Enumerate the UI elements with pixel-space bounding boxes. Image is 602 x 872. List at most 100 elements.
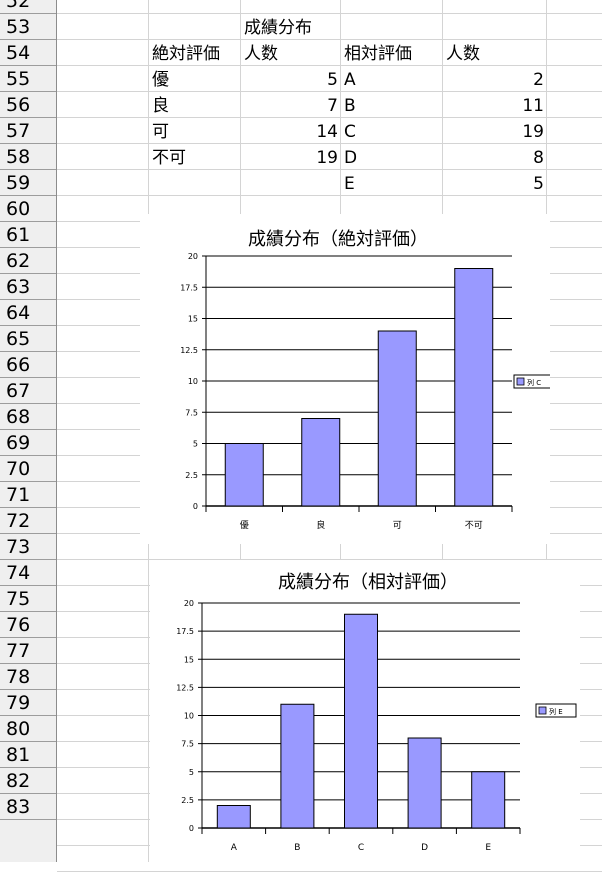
y-tick-label: 17.5 (176, 627, 194, 636)
row-header[interactable]: 78 (0, 664, 56, 690)
x-tick-label: 可 (393, 520, 402, 531)
row-header[interactable]: 54 (0, 40, 56, 66)
bar (301, 418, 341, 507)
row-header[interactable]: 72 (0, 508, 56, 534)
row-header[interactable]: 55 (0, 66, 56, 92)
abs-grade-header-cell[interactable]: 絶対評価 (152, 44, 220, 64)
y-tick-label: 2.5 (181, 796, 194, 805)
row-header[interactable]: 77 (0, 638, 56, 664)
row-header[interactable]: 76 (0, 612, 56, 638)
row-header[interactable]: 65 (0, 326, 56, 352)
row-header[interactable]: 68 (0, 404, 56, 430)
y-tick-label: 2.5 (185, 471, 198, 480)
y-tick-label: 15 (184, 655, 194, 664)
abs-count-cell[interactable]: 14 (316, 122, 338, 142)
row-header[interactable]: 60 (0, 196, 56, 222)
rel-count-cell[interactable]: 2 (533, 70, 544, 90)
row-header[interactable]: 74 (0, 560, 56, 586)
abs-count-cell[interactable]: 7 (327, 96, 338, 116)
row-header[interactable]: 57 (0, 118, 56, 144)
x-tick-label: D (421, 843, 428, 853)
rel-count-header-cell[interactable]: 人数 (446, 44, 480, 64)
y-tick-label: 12.5 (180, 346, 198, 355)
row-header[interactable]: 63 (0, 274, 56, 300)
rel-grade-header-cell[interactable]: 相対評価 (344, 44, 412, 64)
rel-grade-cell[interactable]: D (344, 148, 358, 168)
x-tick-label: C (358, 843, 364, 853)
row-header[interactable]: 75 (0, 586, 56, 612)
row-header[interactable]: 82 (0, 768, 56, 794)
x-tick-label: A (231, 843, 238, 853)
row-header[interactable]: 69 (0, 430, 56, 456)
rel-grade-cell[interactable]: C (344, 122, 356, 142)
rel-grade-cell[interactable]: B (344, 96, 356, 116)
y-tick-label: 5 (189, 768, 194, 777)
row-header[interactable]: 83 (0, 794, 56, 820)
row-header[interactable]: 62 (0, 248, 56, 274)
bar (471, 771, 506, 829)
rel-grade-cell[interactable]: E (344, 174, 355, 194)
abs-grade-cell[interactable]: 不可 (152, 148, 186, 168)
y-tick-label: 5 (193, 440, 198, 449)
row-divider (57, 195, 602, 196)
bar (344, 613, 378, 829)
y-tick-label: 0 (193, 502, 198, 511)
row-header[interactable]: 56 (0, 92, 56, 118)
rel-grade-cell[interactable]: A (344, 70, 356, 90)
rel-count-cell[interactable]: 8 (533, 148, 544, 168)
y-tick-label: 7.5 (181, 740, 194, 749)
row-divider (57, 559, 602, 560)
rel-count-cell[interactable]: 11 (522, 96, 544, 116)
abs-count-cell[interactable]: 19 (316, 148, 338, 168)
row-header[interactable]: 52 (0, 0, 56, 14)
abs-count-header-cell[interactable]: 人数 (244, 44, 278, 64)
row-header[interactable]: 71 (0, 482, 56, 508)
x-tick-label: B (294, 843, 300, 853)
row-header[interactable]: 66 (0, 352, 56, 378)
y-tick-label: 7.5 (185, 408, 198, 417)
y-tick-label: 15 (188, 315, 198, 324)
row-headers: 52 53 54 55 56 57 58 59 60 61 62 63 64 6… (0, 0, 57, 862)
y-tick-label: 17.5 (180, 283, 198, 292)
row-divider (57, 169, 602, 170)
row-divider (57, 65, 602, 66)
chart-absolute-evaluation[interactable]: 成績分布（絶対評価） 0 2.5 5 7.5 10 12.5 15 17.5 20 優 良 可 不可 列 … (140, 214, 550, 544)
bar (224, 443, 264, 507)
chart-relative-evaluation[interactable]: 成績分布（相対評価） 0 2.5 5 7.5 10 12.5 15 17.5 20 A B C D E 列 … (150, 560, 580, 862)
legend-label: 列 C (527, 378, 541, 387)
row-header[interactable]: 80 (0, 716, 56, 742)
row-header[interactable]: 70 (0, 456, 56, 482)
bar (280, 703, 315, 829)
abs-grade-cell[interactable]: 良 (152, 96, 169, 116)
y-tick-label: 10 (184, 712, 194, 721)
row-header[interactable]: 64 (0, 300, 56, 326)
row-header[interactable]: 59 (0, 170, 56, 196)
abs-grade-cell[interactable]: 優 (152, 70, 169, 90)
y-tick-label: 12.5 (176, 683, 194, 692)
row-header[interactable]: 58 (0, 144, 56, 170)
rel-count-cell[interactable]: 19 (522, 122, 544, 142)
legend-swatch (538, 706, 547, 715)
row-header[interactable]: 79 (0, 690, 56, 716)
table-title-cell[interactable]: 成績分布 (244, 18, 312, 38)
row-divider (57, 91, 602, 92)
row-header[interactable]: 53 (0, 14, 56, 40)
row-divider (57, 39, 602, 40)
row-divider (57, 117, 602, 118)
row-divider (57, 143, 602, 144)
abs-grade-cell[interactable]: 可 (152, 122, 169, 142)
row-header[interactable]: 67 (0, 378, 56, 404)
abs-count-cell[interactable]: 5 (327, 70, 338, 90)
bar (407, 737, 442, 829)
y-tick-label: 0 (189, 824, 194, 833)
bar (216, 805, 251, 829)
row-divider (57, 13, 602, 14)
rel-count-cell[interactable]: 5 (533, 174, 544, 194)
chart-title: 成績分布（絶対評価） (248, 229, 428, 250)
x-tick-label: 優 (240, 519, 249, 531)
row-header[interactable]: 73 (0, 534, 56, 560)
chart-plot-area: 0 2.5 5 7.5 10 12.5 15 17.5 20 A B C D E 列 E (176, 599, 577, 853)
row-header[interactable]: 81 (0, 742, 56, 768)
row-header[interactable]: 61 (0, 222, 56, 248)
y-tick-label: 20 (188, 252, 198, 261)
